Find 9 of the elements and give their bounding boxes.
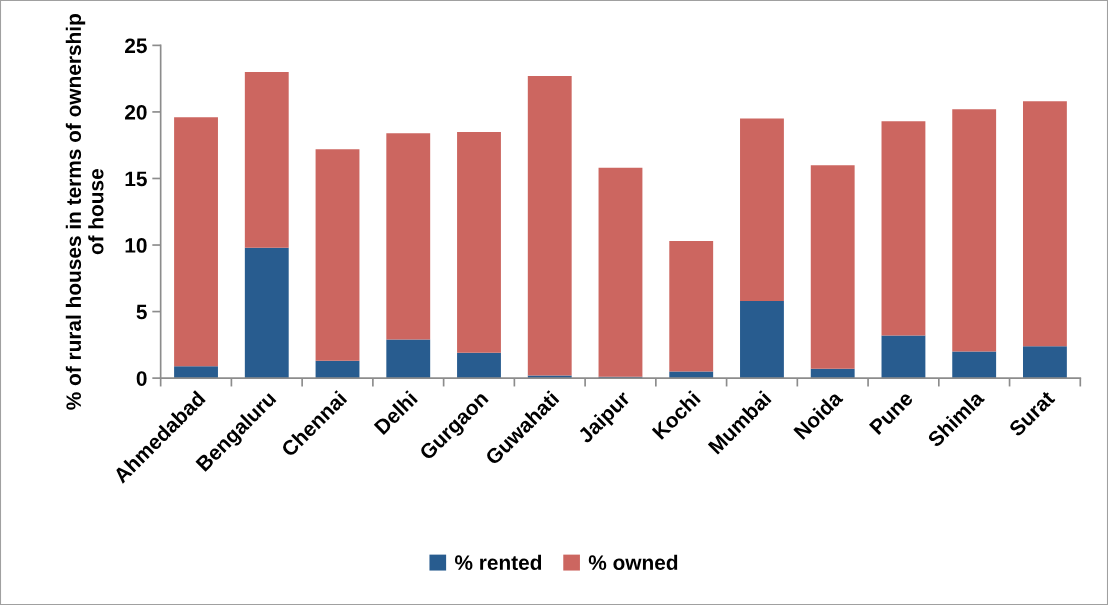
legend-label: % rented bbox=[454, 554, 542, 571]
y-tick-label: 15 bbox=[125, 171, 147, 187]
y-tick-label: 20 bbox=[125, 104, 147, 120]
legend-label: % owned bbox=[588, 554, 678, 571]
y-tick-label: 25 bbox=[125, 38, 147, 54]
y-tick-label: 5 bbox=[136, 304, 147, 320]
y-tick-label: 0 bbox=[136, 371, 147, 386]
y-axis-title: % of rural houses in terms of ownership of house bbox=[65, 14, 104, 410]
y-tick-label: 10 bbox=[125, 238, 147, 253]
